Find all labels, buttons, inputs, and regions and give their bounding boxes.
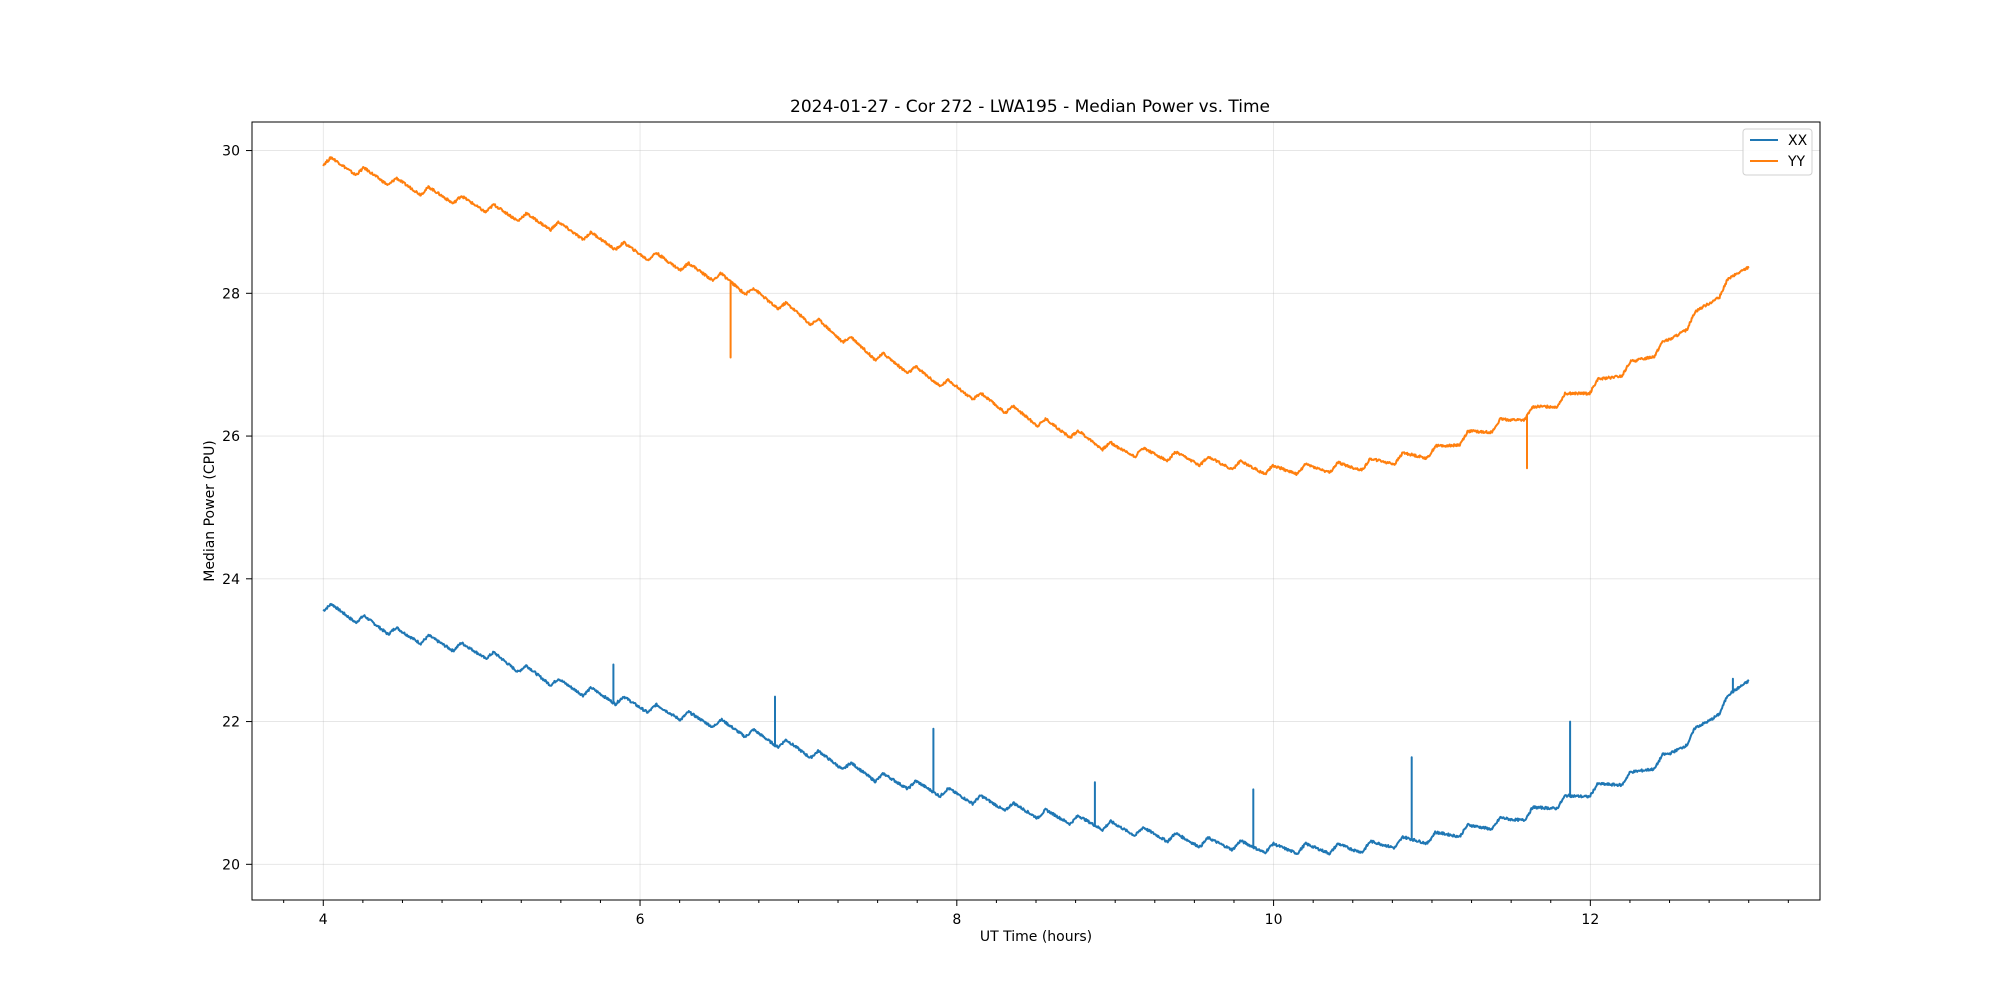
series-layer (322, 156, 1750, 856)
y-tick-label: 22 (222, 715, 240, 731)
series-line-xx (322, 602, 1750, 856)
y-tick-label: 24 (222, 572, 240, 588)
x-tick-label: 8 (952, 912, 961, 928)
chart-title: 2024-01-27 - Cor 272 - LWA195 - Median P… (790, 97, 1270, 117)
legend: XX YY (1742, 128, 1813, 176)
x-axis: 4 6 8 10 12 (283, 900, 1789, 928)
y-axis: 20 22 24 26 28 30 (222, 144, 252, 873)
y-tick-label: 26 (222, 429, 240, 445)
x-tick-label: 10 (1265, 912, 1283, 928)
grid (252, 122, 1820, 900)
series-line-yy (322, 156, 1750, 476)
x-tick-label: 12 (1581, 912, 1599, 928)
y-tick-label: 28 (222, 286, 240, 302)
y-tick-label: 20 (222, 857, 240, 873)
x-tick-label: 4 (319, 912, 328, 928)
legend-label-yy: YY (1787, 154, 1806, 170)
x-axis-label: UT Time (hours) (980, 929, 1092, 945)
y-tick-label: 30 (222, 144, 240, 160)
plot-frame (251, 121, 1821, 901)
x-tick-label: 6 (636, 912, 645, 928)
y-axis-label: Median Power (CPU) (202, 440, 218, 582)
legend-label-xx: XX (1788, 133, 1808, 149)
